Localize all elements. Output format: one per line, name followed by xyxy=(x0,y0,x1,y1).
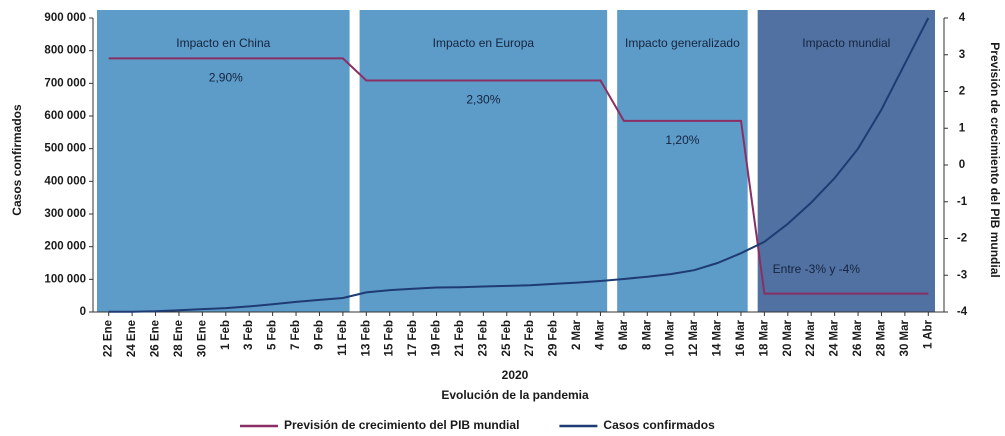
x-tick-label: 22 Ene xyxy=(103,320,115,357)
region-label: Impacto mundial xyxy=(802,36,890,50)
x-tick-label: 24 Ene xyxy=(126,320,138,357)
y-tick-label: 700 000 xyxy=(44,77,86,89)
x-tick-label: 20 Mar xyxy=(782,319,794,356)
x-tick-label: 26 Ene xyxy=(150,320,162,357)
region-label: Impacto en Europa xyxy=(433,36,535,50)
x-tick-label: 17 Feb xyxy=(407,320,419,356)
x-tick-label: 25 Feb xyxy=(501,320,513,356)
x-axis-title: Evolución de la pandemia xyxy=(441,388,589,402)
x-tick-label: 28 Ene xyxy=(173,320,185,357)
x-group-label: 2020 xyxy=(502,368,529,382)
region xyxy=(359,10,608,312)
x-tick-label: 8 Mar xyxy=(641,319,653,350)
y-tick-label: 400 000 xyxy=(44,175,86,187)
x-tick-label: 1 Feb xyxy=(220,320,232,350)
forecast-label: Entre -3% y -4% xyxy=(773,262,861,276)
region xyxy=(97,10,350,312)
y2-tick-label: -4 xyxy=(957,306,968,318)
x-tick-label: 28 Mar xyxy=(875,319,887,356)
y-tick-label: 800 000 xyxy=(44,45,86,57)
forecast-label: 2,90% xyxy=(209,71,243,85)
x-tick-label: 21 Feb xyxy=(454,320,466,356)
y2-tick-label: -2 xyxy=(957,233,967,245)
x-tick-label: 29 Feb xyxy=(548,320,560,356)
x-tick-label: 12 Mar xyxy=(688,319,700,356)
x-tick-label: 13 Feb xyxy=(360,320,372,356)
series-line xyxy=(108,57,929,295)
x-tick-label: 15 Feb xyxy=(384,320,396,356)
y2-tick-label: 2 xyxy=(959,86,965,98)
x-tick-label: 5 Feb xyxy=(267,320,279,350)
y2-tick-label: 1 xyxy=(959,122,966,134)
x-tick-label: 10 Mar xyxy=(665,319,677,356)
forecast-label: 1,20% xyxy=(665,133,699,147)
x-tick-label: 26 Mar xyxy=(852,319,864,356)
y-tick-label: 600 000 xyxy=(44,110,86,122)
y2-tick-label: -3 xyxy=(957,269,967,281)
y-tick-label: 500 000 xyxy=(44,143,86,155)
x-tick-label: 19 Feb xyxy=(431,320,443,356)
x-tick-label: 6 Mar xyxy=(618,319,630,350)
x-tick-label: 9 Feb xyxy=(313,320,325,350)
y2-axis-title: Previsión de crecimiento del PIB mundial xyxy=(988,42,1002,277)
region xyxy=(617,10,748,312)
y2-tick-label: 3 xyxy=(959,49,965,61)
x-tick-label: 2 Mar xyxy=(571,319,583,350)
x-tick-label: 23 Feb xyxy=(477,320,489,356)
region xyxy=(757,10,935,312)
x-tick-label: 30 Mar xyxy=(899,319,911,356)
x-tick-label: 16 Mar xyxy=(735,319,747,356)
y2-tick-label: -1 xyxy=(957,196,968,208)
x-tick-label: 30 Ene xyxy=(196,320,208,357)
forecast-label: 2,30% xyxy=(466,93,500,107)
legend-label: Previsión de crecimiento del PIB mundial xyxy=(284,418,519,432)
x-tick-label: 1 Abr xyxy=(922,319,934,348)
x-tick-label: 3 Feb xyxy=(243,320,255,350)
region-label: Impacto en China xyxy=(176,36,270,50)
series-line xyxy=(108,17,930,313)
y-axis-title: Casos confirmados xyxy=(10,104,24,216)
region-label: Impacto generalizado xyxy=(625,36,740,50)
y-tick-label: 100 000 xyxy=(44,273,86,285)
legend-label: Casos confirmados xyxy=(603,418,715,432)
x-tick-label: 14 Mar xyxy=(712,319,724,356)
y-tick-label: 900 000 xyxy=(44,12,86,24)
x-tick-label: 24 Mar xyxy=(829,319,841,356)
x-tick-label: 11 Feb xyxy=(337,320,349,356)
x-tick-label: 18 Mar xyxy=(758,319,770,356)
y2-tick-label: 4 xyxy=(959,12,966,24)
x-tick-label: 7 Feb xyxy=(290,320,302,350)
y-tick-label: 0 xyxy=(80,306,86,318)
x-tick-label: 27 Feb xyxy=(524,320,536,356)
y-tick-label: 300 000 xyxy=(44,208,86,220)
y2-tick-label: 0 xyxy=(959,159,965,171)
x-tick-label: 22 Mar xyxy=(805,319,817,356)
x-tick-label: 4 Mar xyxy=(594,319,606,350)
y-tick-label: 200 000 xyxy=(44,241,86,253)
